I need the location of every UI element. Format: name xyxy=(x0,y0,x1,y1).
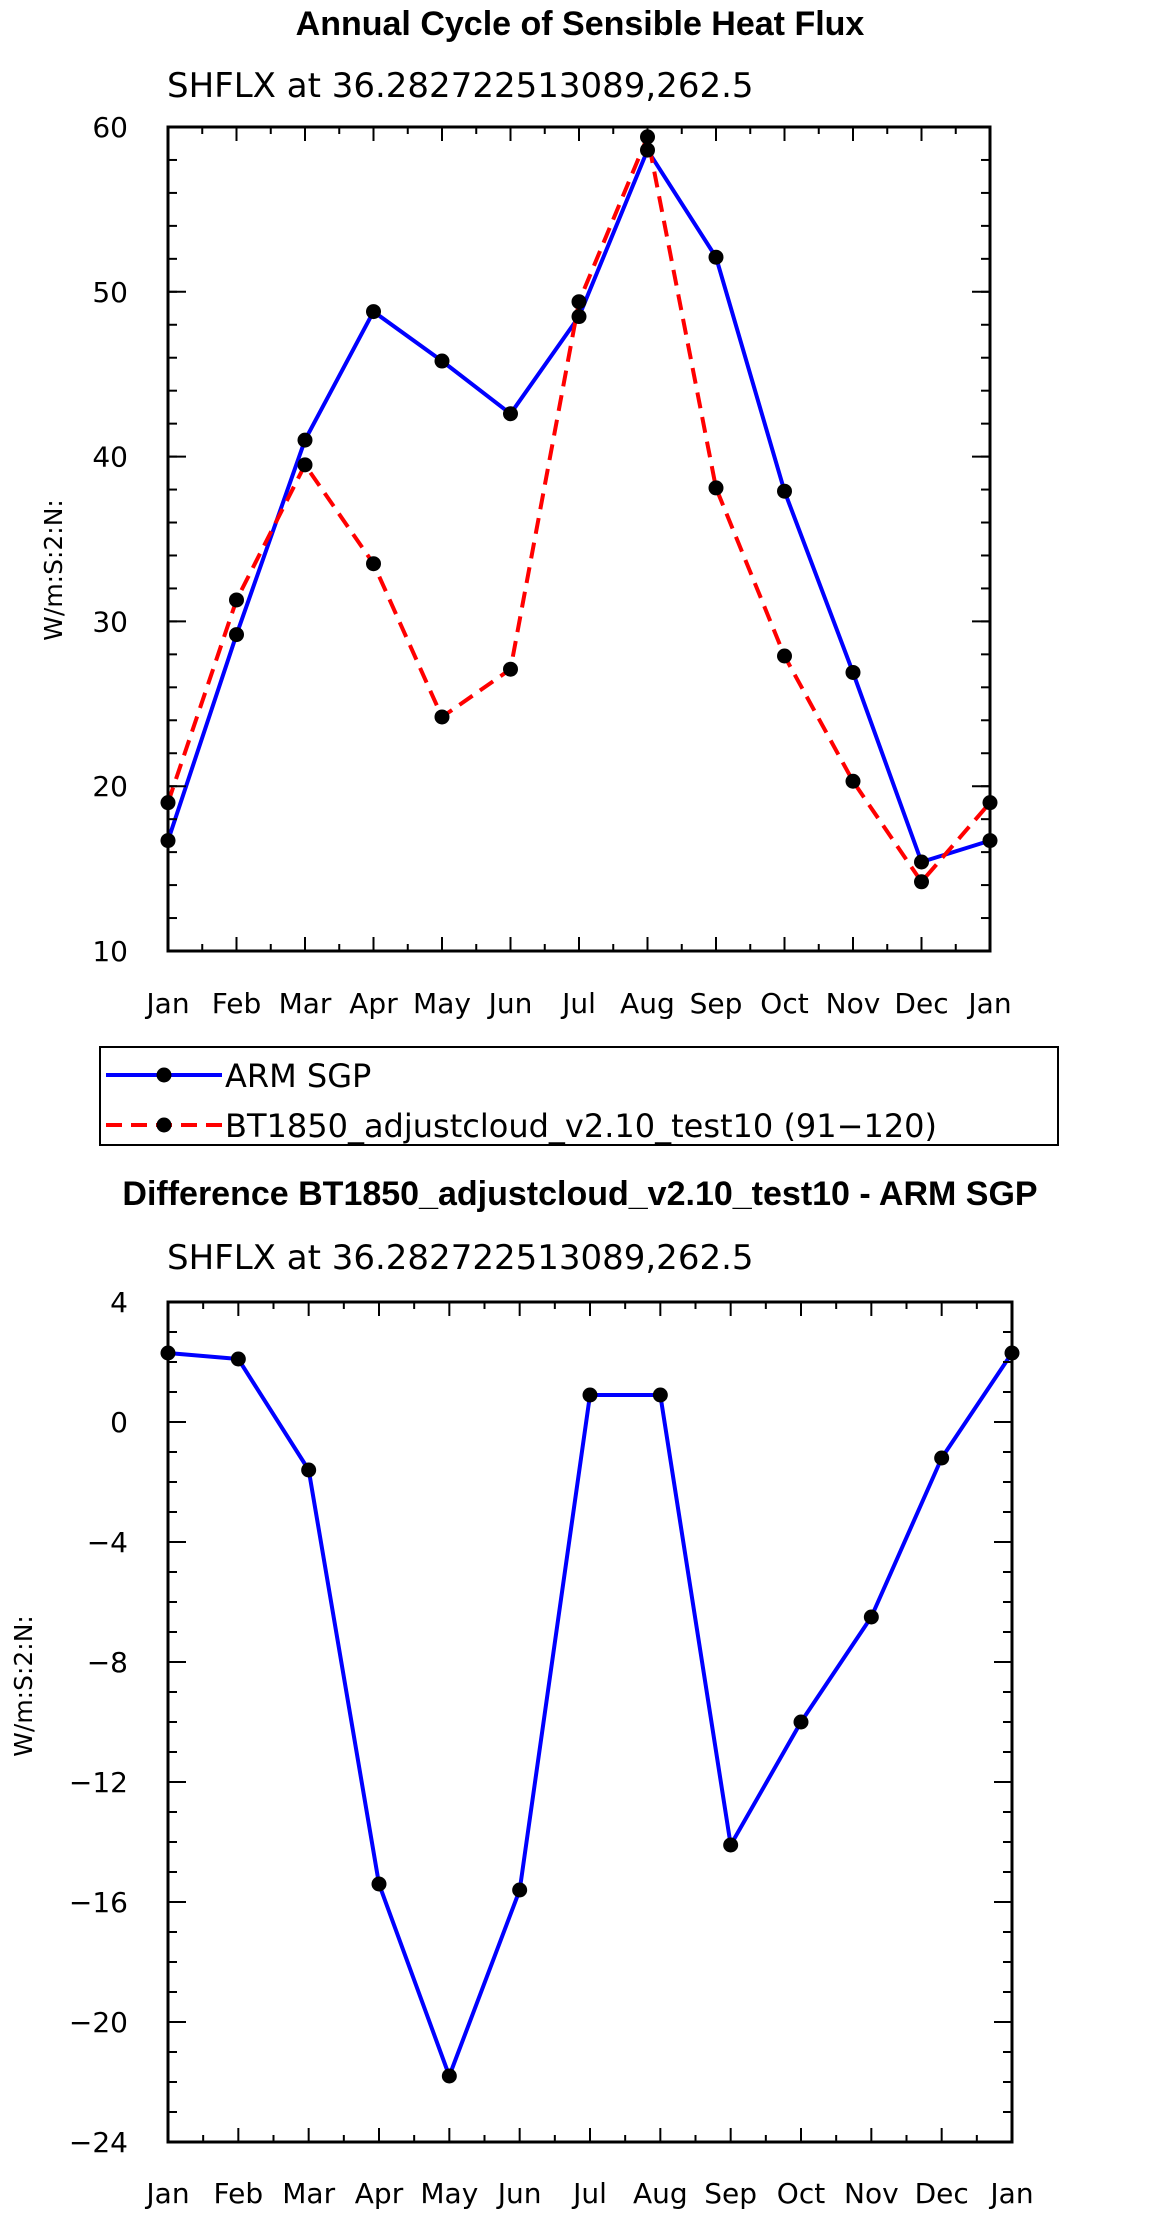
data-point xyxy=(863,1609,879,1625)
data-point xyxy=(366,556,381,572)
data-point xyxy=(708,480,724,496)
difference-chart: Difference BT1850_adjustcloud_v2.10_test… xyxy=(9,1175,1038,2210)
y-axis-label: W/m:S:2:N: xyxy=(9,1615,38,1757)
y-axis-label: W/m:S:2:N: xyxy=(39,499,68,641)
y-tick-label: −24 xyxy=(69,2126,128,2159)
data-point xyxy=(845,773,861,789)
data-point xyxy=(434,709,450,725)
series-line-1 xyxy=(166,134,992,884)
y-tick-label: 0 xyxy=(110,1406,128,1439)
legend-marker-arm-sgp xyxy=(156,1067,172,1083)
x-tick-label: Mar xyxy=(282,2177,335,2210)
plot-frame xyxy=(166,125,992,953)
data-point xyxy=(582,1387,598,1403)
data-point xyxy=(301,1462,317,1478)
x-tick-label: Nov xyxy=(844,2177,899,2210)
y-tick-label: 20 xyxy=(92,770,128,803)
y-tick-label: 60 xyxy=(92,111,128,144)
legend: ARM SGP BT1850_adjustcloud_v2.10_test10 … xyxy=(99,1046,1059,1146)
series-line-0 xyxy=(166,148,991,864)
data-point xyxy=(914,874,929,890)
y-tick-label: 40 xyxy=(92,441,128,474)
data-point xyxy=(434,353,450,369)
x-tick-label: Apr xyxy=(349,987,398,1020)
series-line-0 xyxy=(167,1351,1014,2078)
x-tick-label: May xyxy=(413,987,471,1020)
legend-label-arm-sgp: ARM SGP xyxy=(225,1057,371,1095)
data-point xyxy=(230,1351,246,1367)
x-tick-label: Dec xyxy=(894,987,948,1020)
x-tick-label: Jun xyxy=(487,987,533,1020)
data-point xyxy=(652,1387,668,1403)
x-tick-label: Oct xyxy=(777,2177,825,2210)
x-tick-label: Sep xyxy=(704,2177,757,2210)
chart-subtitle: SHFLX at 36.282722513089,262.5 xyxy=(167,1238,754,1278)
x-tick-label: Jul xyxy=(571,2177,607,2210)
data-point xyxy=(708,249,724,265)
x-tick-label: Aug xyxy=(620,987,675,1020)
legend-marker-model xyxy=(156,1117,172,1133)
plot-frame xyxy=(166,1300,1014,2144)
legend-box xyxy=(99,1046,1059,1146)
x-tick-label: Dec xyxy=(915,2177,969,2210)
data-point xyxy=(571,309,587,325)
data-point xyxy=(229,592,244,608)
x-tick-label: May xyxy=(420,2177,478,2210)
data-point xyxy=(777,483,792,499)
y-tick-label: −12 xyxy=(69,1766,128,1799)
y-tick-label: −16 xyxy=(69,1886,128,1919)
y-tick-label: 30 xyxy=(92,605,128,638)
x-tick-label: Jun xyxy=(496,2177,542,2210)
data-point xyxy=(845,664,861,680)
data-point xyxy=(793,1714,809,1730)
y-tick-label: −4 xyxy=(87,1526,128,1559)
y-tick-label: −20 xyxy=(69,2006,128,2039)
data-point xyxy=(723,1837,739,1853)
x-tick-label: Jan xyxy=(144,987,189,1020)
data-point xyxy=(366,304,381,320)
data-point xyxy=(571,294,587,310)
y-tick-label: −8 xyxy=(87,1646,128,1679)
x-tick-label: Aug xyxy=(633,2177,688,2210)
data-point xyxy=(503,406,518,422)
data-point xyxy=(229,627,244,643)
y-tick-label: 4 xyxy=(110,1286,128,1319)
x-tick-label: Mar xyxy=(279,987,332,1020)
data-point xyxy=(640,142,655,158)
x-tick-label: Apr xyxy=(355,2177,404,2210)
data-point xyxy=(371,1876,387,1892)
x-tick-label: Jan xyxy=(144,2177,189,2210)
chart-title: Annual Cycle of Sensible Heat Flux xyxy=(296,5,865,43)
data-point xyxy=(777,648,792,664)
x-tick-label: Feb xyxy=(214,2177,264,2210)
x-tick-label: Jan xyxy=(966,987,1011,1020)
data-point xyxy=(512,1882,528,1898)
chart-subtitle: SHFLX at 36.282722513089,262.5 xyxy=(167,66,754,106)
x-tick-label: Nov xyxy=(826,987,881,1020)
x-tick-label: Jul xyxy=(560,987,596,1020)
y-tick-label: 50 xyxy=(92,276,128,309)
data-point xyxy=(441,2068,457,2084)
x-tick-label: Jan xyxy=(988,2177,1033,2210)
data-point xyxy=(503,661,518,677)
data-point xyxy=(934,1450,950,1466)
chart-title: Difference BT1850_adjustcloud_v2.10_test… xyxy=(122,1175,1037,1213)
x-tick-label: Oct xyxy=(760,987,808,1020)
data-point xyxy=(297,457,313,473)
x-tick-label: Feb xyxy=(212,987,262,1020)
legend-label-model: BT1850_adjustcloud_v2.10_test10 (91−120) xyxy=(225,1107,937,1145)
annual-cycle-chart: Annual Cycle of Sensible Heat Flux SHFLX… xyxy=(39,5,1012,1020)
x-tick-label: Sep xyxy=(690,987,743,1020)
data-point xyxy=(297,432,313,448)
data-point xyxy=(914,854,929,870)
y-tick-label: 10 xyxy=(92,935,128,968)
